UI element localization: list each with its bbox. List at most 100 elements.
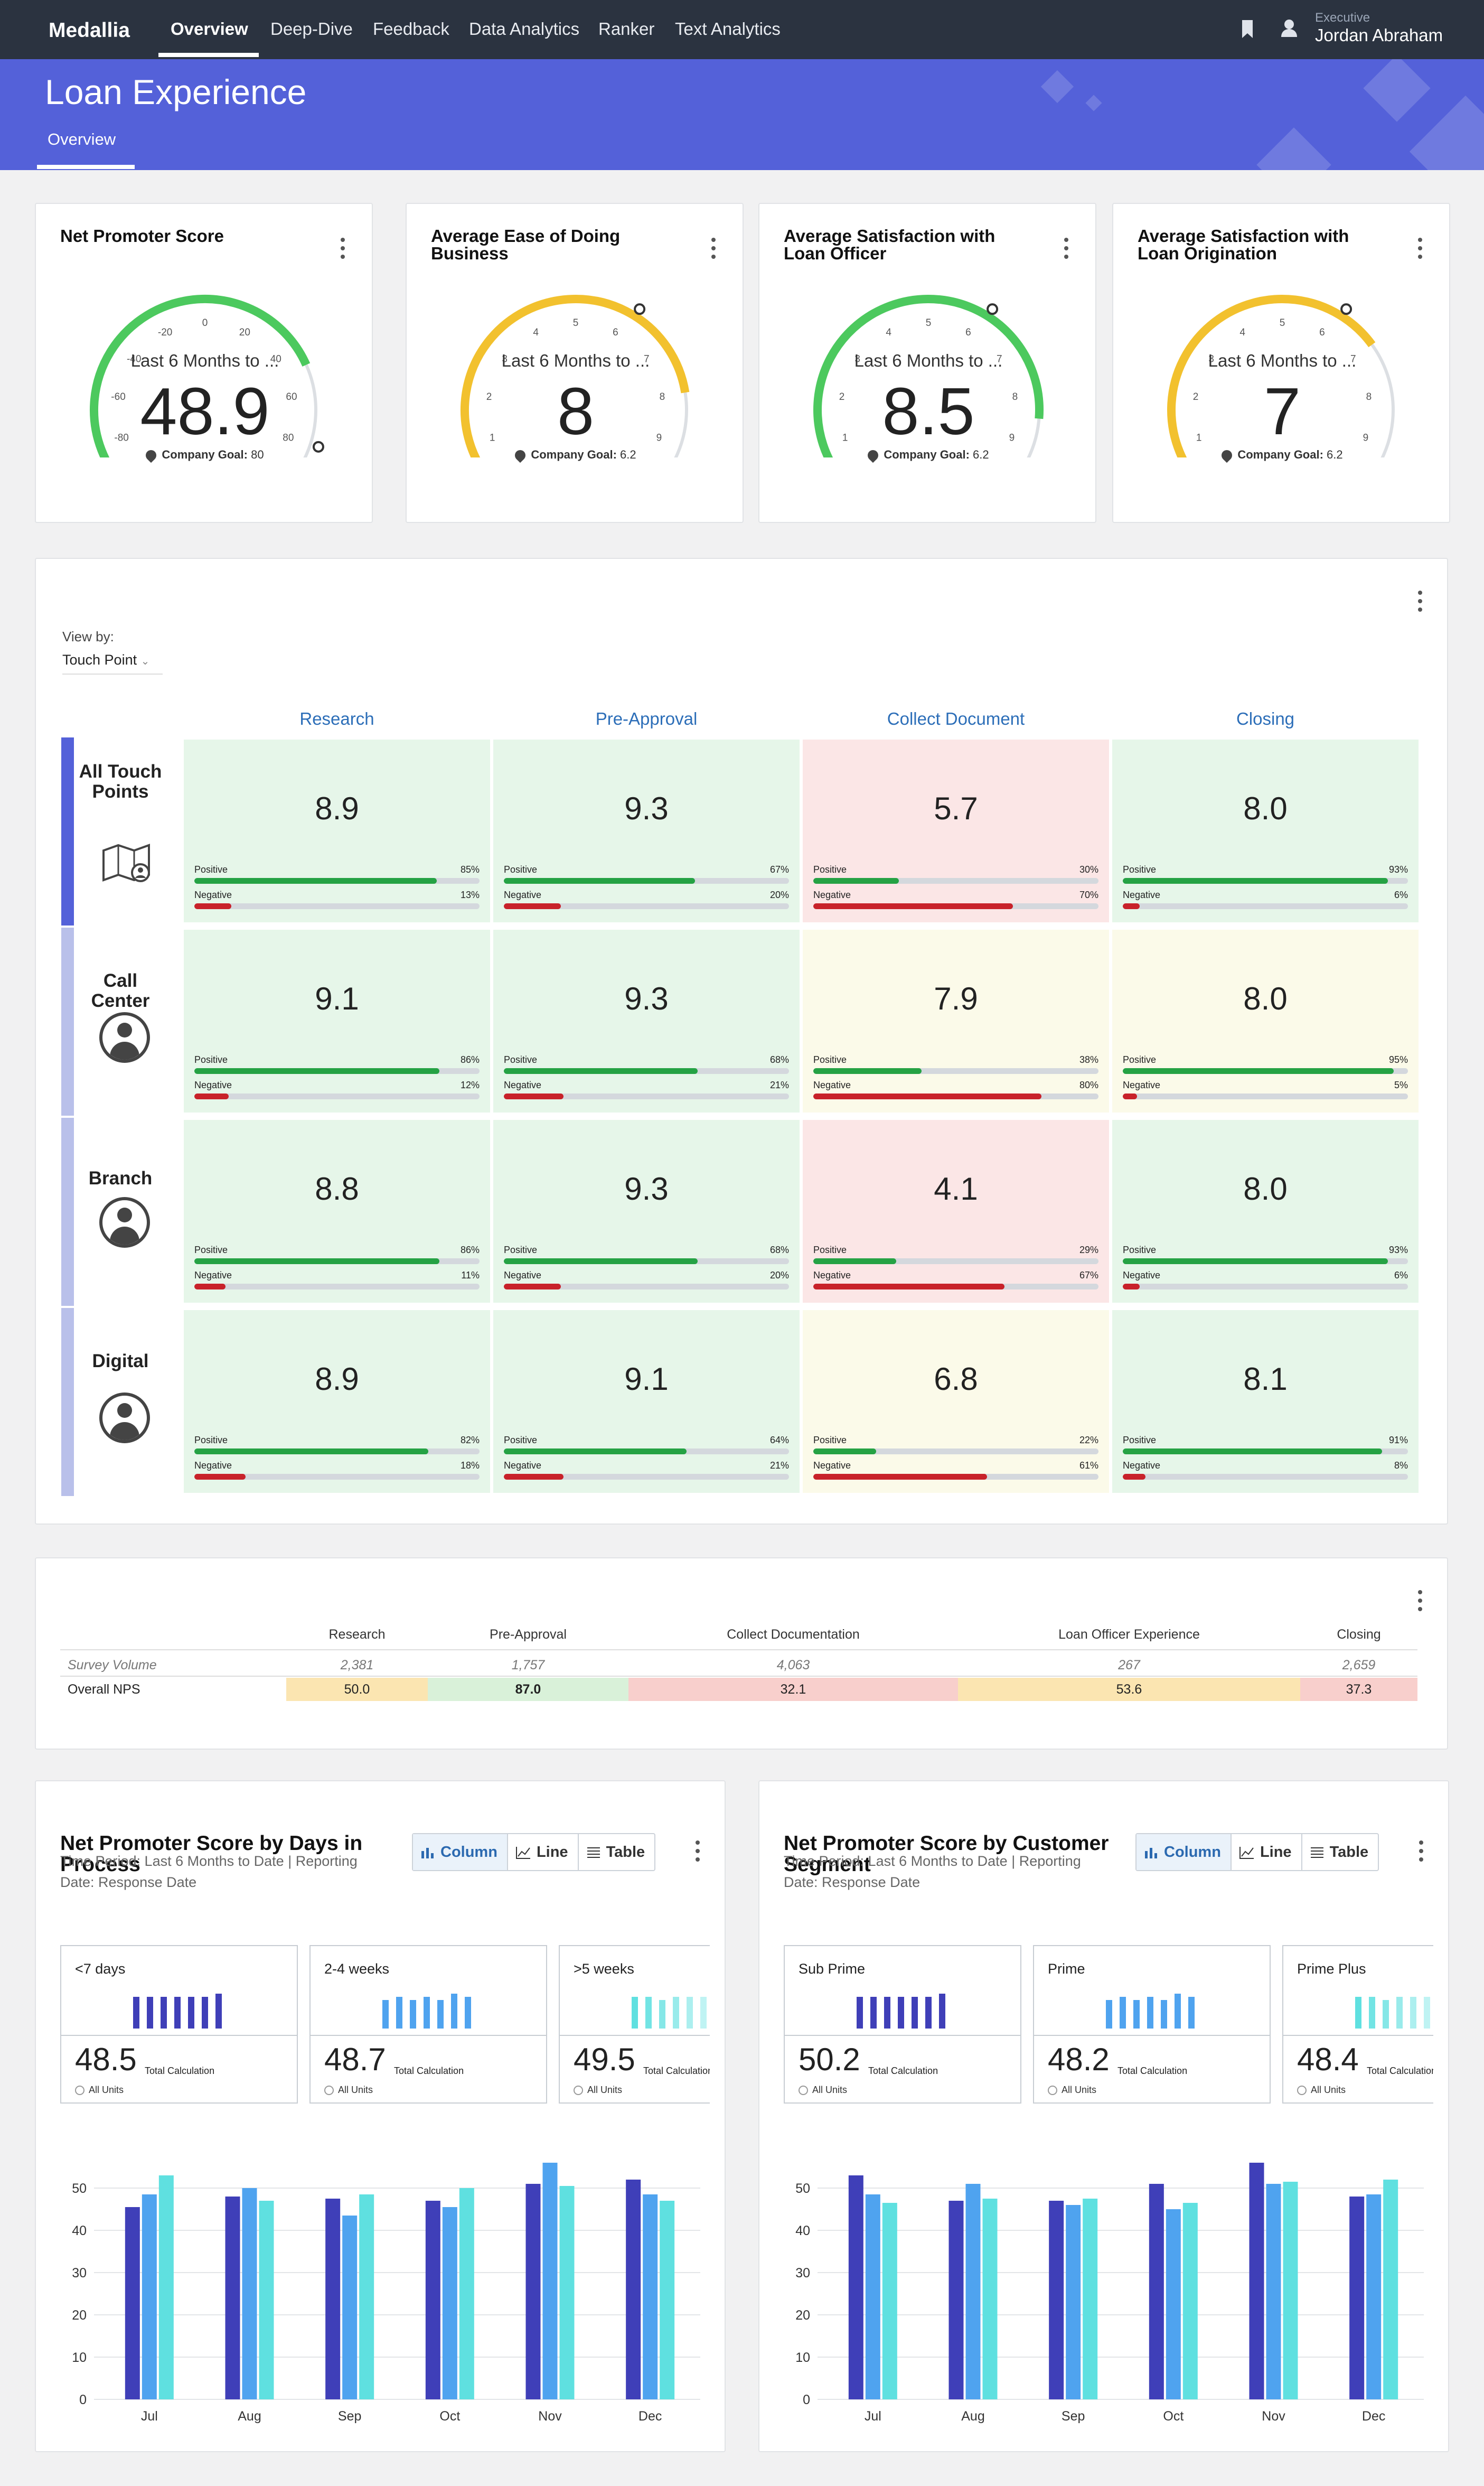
kpi-units[interactable]: All Units (799, 2085, 847, 2096)
bar-prime-plus[interactable] (1182, 2203, 1198, 2399)
nav-feedback[interactable]: Feedback (373, 19, 449, 39)
bar-2-4-weeks[interactable] (542, 2163, 558, 2399)
bar-prime[interactable] (1266, 2184, 1281, 2399)
more-options-icon[interactable] (1419, 1840, 1424, 1864)
nav-ranker[interactable]: Ranker (598, 19, 655, 39)
bar-2-4-weeks[interactable] (242, 2188, 257, 2399)
bar-prime[interactable] (1366, 2194, 1382, 2399)
view-by-select[interactable]: Touch Point ⌄ (62, 652, 163, 675)
heatmap-cell[interactable]: 9.1 Positive 64% Negative 21% (493, 1310, 800, 1493)
heatmap-cell[interactable]: 4.1 Positive 29% Negative 67% (803, 1120, 1109, 1303)
kpi-units[interactable]: All Units (1048, 2085, 1096, 2096)
bar--5-weeks[interactable] (459, 2188, 474, 2399)
more-options-icon[interactable] (340, 238, 345, 261)
heatmap-cell[interactable]: 8.9 Positive 82% Negative 18% (184, 1310, 490, 1493)
nav-text-analytics[interactable]: Text Analytics (675, 19, 781, 39)
bar-prime-plus[interactable] (882, 2203, 897, 2399)
more-options-icon[interactable] (1417, 1590, 1423, 1613)
bar-sub-prime[interactable] (848, 2175, 863, 2399)
bar-prime[interactable] (865, 2194, 880, 2399)
bar-2-4-weeks[interactable] (442, 2207, 457, 2399)
bookmark-icon[interactable] (1241, 20, 1254, 43)
heatmap-column-header[interactable]: Research (299, 709, 374, 728)
heatmap-cell[interactable]: 8.8 Positive 86% Negative 11% (184, 1120, 490, 1303)
bar-prime-plus[interactable] (1383, 2180, 1398, 2399)
bar-2-4-weeks[interactable] (643, 2194, 658, 2399)
medallia-logo[interactable]: Medallia (49, 19, 130, 42)
user-name[interactable]: Jordan Abraham (1315, 25, 1443, 45)
heatmap-row-label[interactable]: All Touch Points (79, 761, 162, 802)
more-options-icon[interactable] (1064, 238, 1069, 261)
bar--5-weeks[interactable] (660, 2201, 675, 2399)
gauge-period[interactable]: Last 6 Months to ... (854, 351, 1003, 370)
kpi-units[interactable]: All Units (75, 2085, 124, 2096)
bar-prime[interactable] (1166, 2209, 1181, 2399)
toggle-table-button[interactable]: Table (579, 1834, 655, 1870)
heatmap-cell[interactable]: 9.1 Positive 86% Negative 12% (184, 930, 490, 1113)
bar--7-days[interactable] (125, 2207, 140, 2399)
bar-sub-prime[interactable] (1249, 2163, 1264, 2399)
heatmap-cell[interactable]: 9.3 Positive 68% Negative 20% (493, 1120, 800, 1303)
heatmap-row-label[interactable]: Call Center (91, 970, 150, 1011)
more-options-icon[interactable] (1417, 591, 1423, 614)
bar--7-days[interactable] (225, 2197, 240, 2399)
kpi-tile[interactable]: >5 weeks 49.5 Total Calculation All Units (559, 1945, 710, 2104)
bar--5-weeks[interactable] (359, 2194, 374, 2399)
more-options-icon[interactable] (711, 238, 716, 261)
heatmap-cell[interactable]: 7.9 Positive 38% Negative 80% (803, 930, 1109, 1113)
nav-overview[interactable]: Overview (171, 19, 248, 39)
bar--7-days[interactable] (325, 2199, 341, 2399)
toggle-column-button[interactable]: Column (413, 1834, 508, 1870)
bar-2-4-weeks[interactable] (342, 2216, 358, 2399)
bar--5-weeks[interactable] (259, 2201, 274, 2399)
kpi-units[interactable]: All Units (1297, 2085, 1346, 2096)
heatmap-cell[interactable]: 8.1 Positive 91% Negative 8% (1112, 1310, 1419, 1493)
bar--7-days[interactable] (626, 2180, 641, 2399)
kpi-tile[interactable]: Prime Plus 48.4 Total Calculation All Units (1282, 1945, 1433, 2104)
kpi-tile[interactable]: Prime 48.2 Total Calculation All Units (1033, 1945, 1271, 2104)
kpi-units[interactable]: All Units (574, 2085, 622, 2096)
kpi-tile[interactable]: 2-4 weeks 48.7 Total Calculation All Units (309, 1945, 547, 2104)
heatmap-cell[interactable]: 5.7 Positive 30% Negative 70% (803, 740, 1109, 922)
heatmap-row-label[interactable]: Branch (88, 1168, 153, 1189)
nav-deep-dive[interactable]: Deep-Dive (270, 19, 353, 39)
toggle-column-button[interactable]: Column (1137, 1834, 1232, 1870)
nav-data-analytics[interactable]: Data Analytics (469, 19, 580, 39)
user-icon[interactable] (1280, 19, 1298, 42)
heatmap-cell[interactable]: 8.0 Positive 93% Negative 6% (1112, 740, 1419, 922)
bar--7-days[interactable] (525, 2184, 541, 2399)
heatmap-row-label[interactable]: Digital (92, 1351, 149, 1371)
bar-prime-plus[interactable] (1283, 2182, 1298, 2399)
toggle-line-button[interactable]: Line (1232, 1834, 1302, 1870)
more-options-icon[interactable] (1417, 238, 1423, 261)
bar-prime[interactable] (1066, 2205, 1081, 2399)
bar-2-4-weeks[interactable] (142, 2194, 157, 2399)
gauge-period[interactable]: Last 6 Months to ... (1208, 351, 1357, 370)
heatmap-cell[interactable]: 8.0 Positive 93% Negative 6% (1112, 1120, 1419, 1303)
toggle-table-button[interactable]: Table (1302, 1834, 1378, 1870)
tab-overview[interactable]: Overview (48, 130, 116, 148)
more-options-icon[interactable] (695, 1840, 700, 1864)
bar-prime[interactable] (965, 2184, 981, 2399)
kpi-tile[interactable]: Sub Prime 50.2 Total Calculation All Units (784, 1945, 1021, 2104)
bar-sub-prime[interactable] (1049, 2201, 1064, 2399)
bar--7-days[interactable] (425, 2201, 440, 2399)
heatmap-cell[interactable]: 9.3 Positive 68% Negative 21% (493, 930, 800, 1113)
bar-sub-prime[interactable] (1149, 2184, 1164, 2399)
gauge-period[interactable]: Last 6 Months to ... (501, 351, 650, 370)
bar--5-weeks[interactable] (559, 2186, 575, 2399)
gauge-period[interactable]: Last 6 Months to ... (130, 351, 279, 370)
heatmap-cell[interactable]: 8.9 Positive 85% Negative 13% (184, 740, 490, 922)
bar-prime-plus[interactable] (982, 2199, 998, 2399)
heatmap-column-header[interactable]: Pre-Approval (595, 709, 698, 728)
heatmap-column-header[interactable]: Collect Document (887, 709, 1025, 728)
bar-sub-prime[interactable] (948, 2201, 964, 2399)
heatmap-cell[interactable]: 9.3 Positive 67% Negative 20% (493, 740, 800, 922)
kpi-tile[interactable]: <7 days 48.5 Total Calculation All Units (60, 1945, 298, 2104)
bar-prime-plus[interactable] (1083, 2199, 1098, 2399)
kpi-units[interactable]: All Units (324, 2085, 373, 2096)
bar-sub-prime[interactable] (1349, 2197, 1365, 2399)
heatmap-cell[interactable]: 8.0 Positive 95% Negative 5% (1112, 930, 1419, 1113)
heatmap-cell[interactable]: 6.8 Positive 22% Negative 61% (803, 1310, 1109, 1493)
bar--5-weeks[interactable] (158, 2175, 174, 2399)
